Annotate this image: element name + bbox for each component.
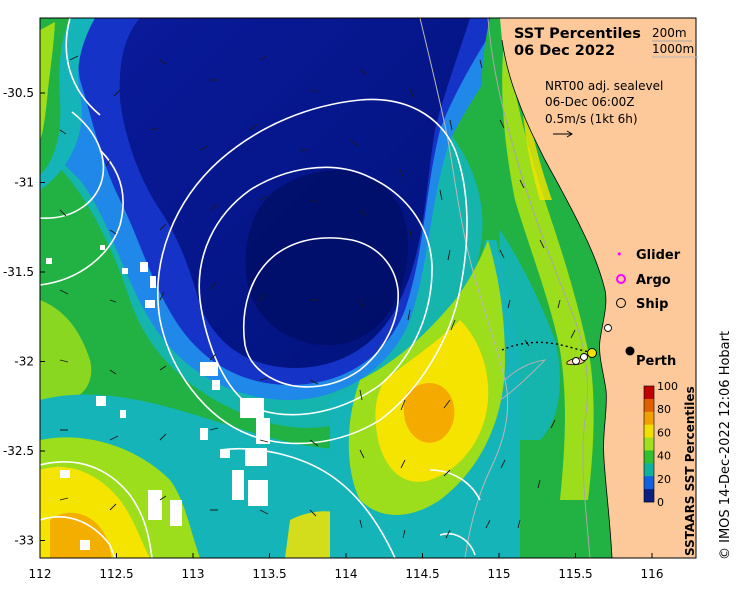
credit-text: © IMOS 14-Dec-2022 12:06 Hobart xyxy=(718,331,733,560)
contour-legend-1000m: 1000m xyxy=(652,42,694,56)
colorbar-segment xyxy=(644,411,654,425)
sst-field-nw-yellow xyxy=(40,22,55,140)
colorbar-tick-label: 0 xyxy=(657,496,664,509)
ship-markers xyxy=(572,324,612,365)
x-axis: 112 112.5 113 113.5 114 114.5 115 115.5 116 xyxy=(29,553,664,581)
colorbar-segment xyxy=(644,450,654,464)
legend-glider-symbol: • xyxy=(616,248,623,261)
colorbar-segment xyxy=(644,489,654,503)
y-tick-label: -32 xyxy=(14,355,34,369)
colorbar-tick-label: 20 xyxy=(657,473,671,486)
x-tick-label: 113.5 xyxy=(252,567,286,581)
colorbar-title: SSTAARS SST Percentiles xyxy=(683,386,697,556)
colorbar-tick-label: 100 xyxy=(657,380,678,393)
sst-field-shelf-lime xyxy=(502,30,594,500)
legend-argo-symbol xyxy=(616,274,626,284)
marker-legend: • Glider Argo Ship xyxy=(616,248,681,312)
sst-field-shelf-cyan xyxy=(499,230,560,440)
colorbar-frame xyxy=(643,385,655,503)
perth-label: Perth xyxy=(636,354,676,369)
legend-ship-symbol xyxy=(616,298,626,308)
x-tick-label: 116 xyxy=(641,567,664,581)
colorbar-segment xyxy=(644,398,654,413)
current-info-line2: 06-Dec 06:00Z xyxy=(545,95,634,109)
cloud-gaps xyxy=(46,245,270,550)
map-frame xyxy=(39,17,697,559)
current-info: NRT00 adj. sealevel 06-Dec 06:00Z 0.5m/s… xyxy=(545,79,663,138)
y-tick-label: -30.5 xyxy=(3,86,34,100)
colorbar-segment xyxy=(644,463,654,477)
sea-level-contours xyxy=(40,18,481,558)
map-panel xyxy=(40,18,696,558)
colorbar-segment xyxy=(644,437,654,451)
sst-field-east-orange xyxy=(403,383,455,443)
colorbar-segment xyxy=(644,386,654,400)
x-tick-label: 113 xyxy=(182,567,205,581)
sst-field-west-lime xyxy=(40,300,92,400)
current-info-line1: NRT00 adj. sealevel xyxy=(545,79,663,93)
bathymetry-canyon xyxy=(499,359,547,401)
legend-glider-label: Glider xyxy=(636,248,681,263)
y-tick-label: -33 xyxy=(14,534,34,548)
colorbar-tick-label: 80 xyxy=(657,403,671,416)
colorbar-segment xyxy=(644,476,654,490)
y-axis: -30.5 -31 -31.5 -32 -32.5 -33 xyxy=(3,86,45,548)
legend-argo-label: Argo xyxy=(636,273,671,288)
x-tick-label: 114.5 xyxy=(405,567,439,581)
bathymetry-200m xyxy=(487,18,591,558)
current-info-line3: 0.5m/s (1kt 6h) xyxy=(545,112,638,126)
colorbar: 100 80 60 40 20 0 xyxy=(643,380,678,509)
sst-field-south-orange xyxy=(50,512,112,558)
contour-legend-200m: 200m xyxy=(652,26,687,40)
current-vectors xyxy=(59,55,576,539)
x-tick-label: 112.5 xyxy=(99,567,133,581)
sst-field-deep-core xyxy=(245,170,409,346)
colorbar-tick-label: 40 xyxy=(657,450,671,463)
perth-marker xyxy=(625,346,635,356)
x-tick-label: 115.5 xyxy=(558,567,592,581)
bathymetry-1000m xyxy=(419,18,509,558)
y-tick-label: -32.5 xyxy=(3,444,34,458)
legend-ship-label: Ship xyxy=(636,297,668,312)
glider-marker-map xyxy=(587,348,597,358)
coastline xyxy=(501,39,613,558)
colorbar-tick-label: 60 xyxy=(657,426,671,439)
title-line1: SST Percentiles xyxy=(514,26,641,42)
contour-legend: 200m 1000m xyxy=(652,26,698,58)
y-tick-label: -31.5 xyxy=(3,265,34,279)
scale-arrow xyxy=(553,130,573,138)
x-tick-label: 112 xyxy=(29,567,52,581)
x-tick-label: 114 xyxy=(335,567,358,581)
y-tick-label: -31 xyxy=(14,176,34,190)
title-line2: 06 Dec 2022 xyxy=(514,43,615,59)
sst-field-shelf-yellow xyxy=(520,60,552,200)
colorbar-segment xyxy=(644,424,654,438)
x-tick-label: 115 xyxy=(488,567,511,581)
